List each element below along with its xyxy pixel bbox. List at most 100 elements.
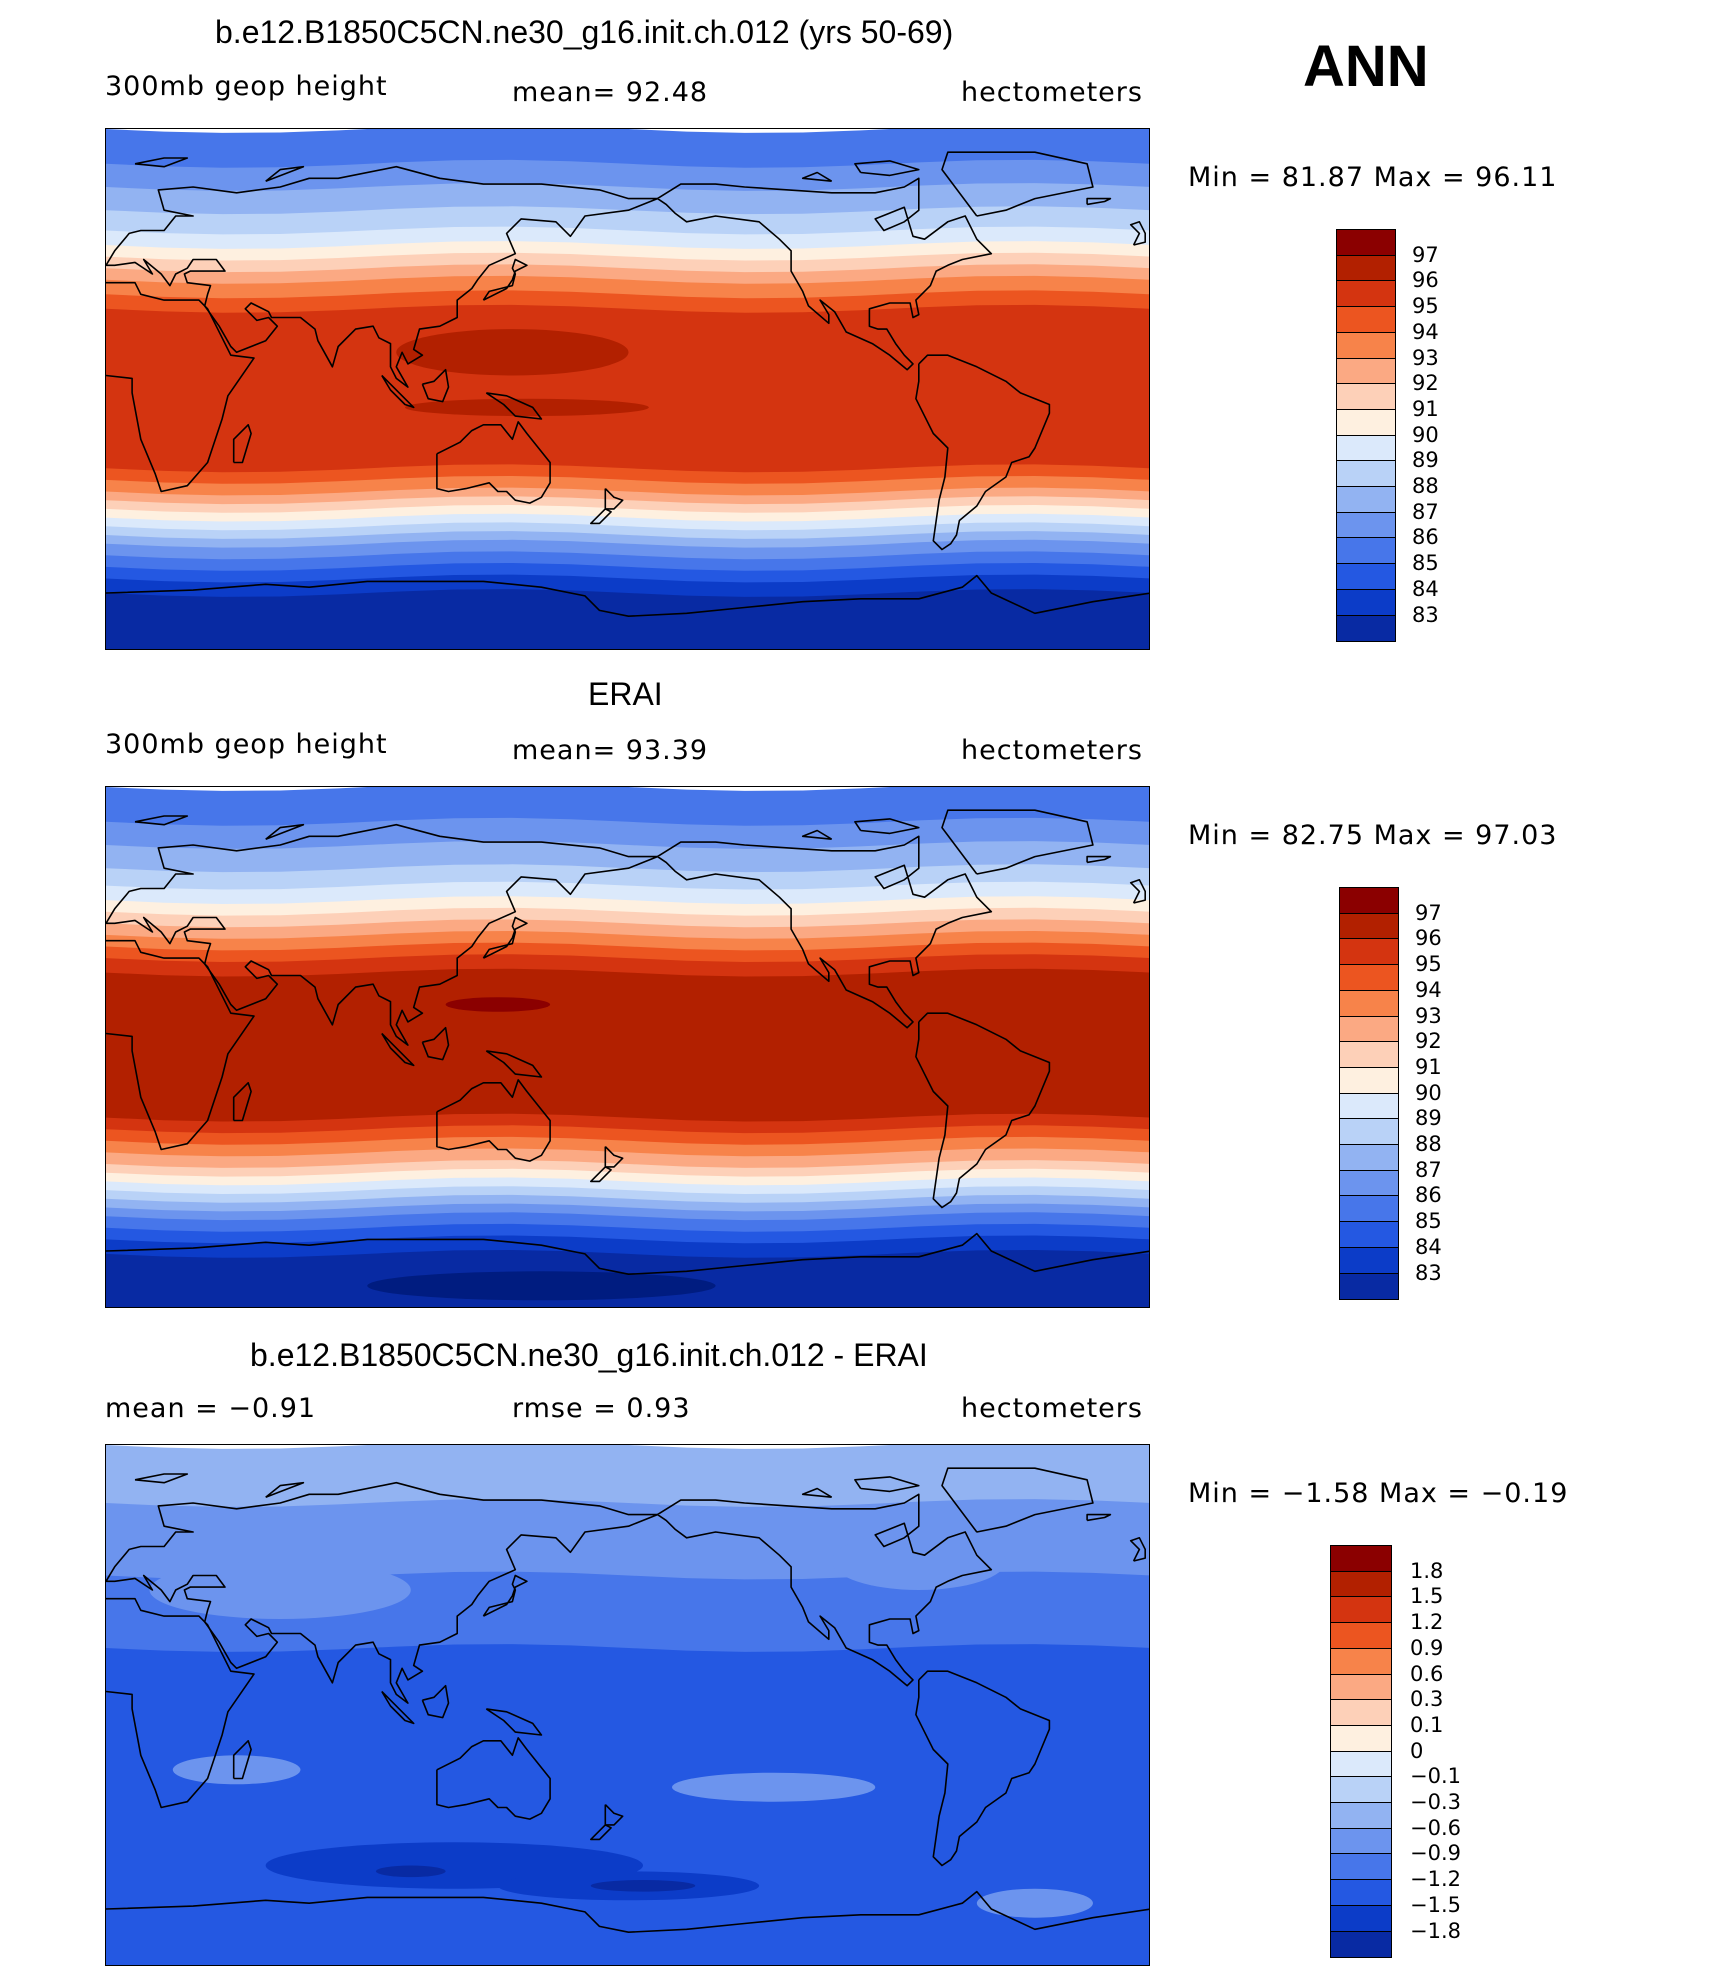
- colorbar-swatch: [1330, 1596, 1392, 1624]
- colorbar-label: −1.2: [1410, 1867, 1461, 1892]
- coastline: [436, 1737, 551, 1820]
- coastline: [106, 823, 659, 1046]
- colorbar-label: 90: [1415, 1080, 1442, 1105]
- colorbar-swatch: [1339, 1118, 1399, 1146]
- coastline: [134, 157, 189, 168]
- colorbar-label: 84: [1415, 1234, 1442, 1259]
- coastline: [941, 151, 1094, 217]
- colorbar-label: 87: [1415, 1157, 1442, 1182]
- coastline: [854, 1476, 920, 1493]
- contour-blob: [396, 329, 629, 376]
- panel2-units: hectometers: [961, 735, 1143, 766]
- coastline: [106, 1481, 659, 1704]
- colorbar-swatch: [1339, 1169, 1399, 1197]
- colorbar-label: 1.8: [1410, 1558, 1444, 1583]
- coastline: [657, 177, 993, 371]
- colorbar-label: 92: [1412, 371, 1439, 396]
- colorbar-swatch: [1330, 1699, 1392, 1727]
- contour-blob: [375, 1865, 446, 1878]
- coastline: [915, 354, 1051, 551]
- panel2-mean: mean= 93.39: [512, 735, 709, 766]
- colorbar-swatch: [1336, 229, 1396, 257]
- colorbar-swatch: [1339, 912, 1399, 940]
- colorbar-swatch: [1339, 1195, 1399, 1223]
- colorbar-label: 91: [1412, 396, 1439, 421]
- coastline: [941, 1467, 1094, 1533]
- coastline: [590, 1166, 612, 1183]
- coastline: [106, 1890, 1149, 1933]
- panel2-map: [105, 786, 1150, 1308]
- coastline: [381, 374, 415, 409]
- colorbar-swatch: [1339, 938, 1399, 966]
- colorbar-swatch: [1330, 1802, 1392, 1830]
- colorbar-swatch: [1330, 1904, 1392, 1932]
- coastline: [106, 1597, 255, 1809]
- colorbar-label: 88: [1412, 474, 1439, 498]
- coastline: [106, 574, 1149, 617]
- coastline: [485, 1708, 543, 1736]
- coastline: [604, 488, 624, 510]
- coastline: [941, 809, 1094, 875]
- colorbar-swatch: [1336, 306, 1396, 334]
- colorbar-swatch: [1330, 1776, 1392, 1804]
- coastline: [134, 815, 189, 826]
- panel3-title: b.e12.B1850C5CN.ne30_g16.init.ch.012 - E…: [250, 1337, 928, 1373]
- coastline: [482, 1574, 528, 1617]
- colorbar-swatch: [1339, 1015, 1399, 1043]
- colorbar-label: 85: [1415, 1209, 1442, 1234]
- coastline: [106, 1232, 1149, 1275]
- colorbar-swatch: [1330, 1724, 1392, 1753]
- colorbar-label: −0.6: [1410, 1815, 1461, 1840]
- coastline: [915, 1012, 1051, 1209]
- coastline: [106, 281, 255, 493]
- colorbar-label: 83: [1415, 1260, 1442, 1285]
- panel2-map-svg: [106, 787, 1149, 1307]
- coastline: [801, 829, 833, 840]
- coastline: [265, 1481, 305, 1498]
- colorbar-swatch: [1336, 486, 1396, 514]
- colorbar-swatch: [1336, 588, 1396, 616]
- coastline: [265, 165, 305, 182]
- colorbar-label: −1.8: [1410, 1918, 1461, 1943]
- colorbar-label: 94: [1415, 977, 1442, 1002]
- contour-band: [106, 1644, 1149, 1965]
- colorbar-label: 85: [1412, 551, 1439, 576]
- colorbar-label: −0.3: [1410, 1790, 1461, 1814]
- colorbar-swatch: [1330, 1879, 1392, 1907]
- contour-blob: [831, 1532, 1006, 1590]
- panel1-minmax: Min = 81.87 Max = 96.11: [1188, 162, 1558, 193]
- coastline: [381, 1032, 415, 1067]
- colorbar-label: 1.5: [1410, 1584, 1444, 1609]
- panel3-map-svg: [106, 1445, 1149, 1965]
- contour-blob: [976, 1888, 1093, 1918]
- colorbar-swatch: [1336, 460, 1396, 488]
- colorbar-label: 0.3: [1410, 1687, 1444, 1712]
- coastline: [232, 1740, 252, 1780]
- colorbar-swatch: [1330, 1647, 1392, 1675]
- colorbar-label: 0: [1410, 1738, 1424, 1763]
- coastline: [106, 939, 255, 1151]
- coastline: [134, 1473, 189, 1484]
- colorbar-swatch: [1330, 1853, 1392, 1881]
- coastline: [801, 1487, 833, 1498]
- colorbar-label: 0.9: [1410, 1635, 1444, 1660]
- panel1-variable: 300mb geop height: [105, 71, 388, 102]
- colorbar-swatch: [1339, 1246, 1399, 1274]
- colorbar-swatch: [1336, 357, 1396, 385]
- colorbar-label: 95: [1415, 952, 1442, 977]
- panel1-map-svg: [106, 129, 1149, 649]
- coastline: [265, 823, 305, 840]
- panel2-minmax: Min = 82.75 Max = 97.03: [1188, 820, 1558, 851]
- coastline: [485, 1050, 543, 1078]
- coastline: [801, 171, 833, 182]
- coastline: [436, 421, 551, 504]
- contour-blob: [367, 1271, 716, 1301]
- contour-band: [106, 589, 1149, 649]
- panel2-variable: 300mb geop height: [105, 729, 388, 760]
- colorbar-swatch: [1339, 989, 1399, 1017]
- colorbar-label: 92: [1415, 1029, 1442, 1054]
- panel1-map: [105, 128, 1150, 650]
- coastline: [421, 1026, 450, 1061]
- coastline: [381, 1690, 415, 1725]
- colorbar-swatch: [1336, 254, 1396, 282]
